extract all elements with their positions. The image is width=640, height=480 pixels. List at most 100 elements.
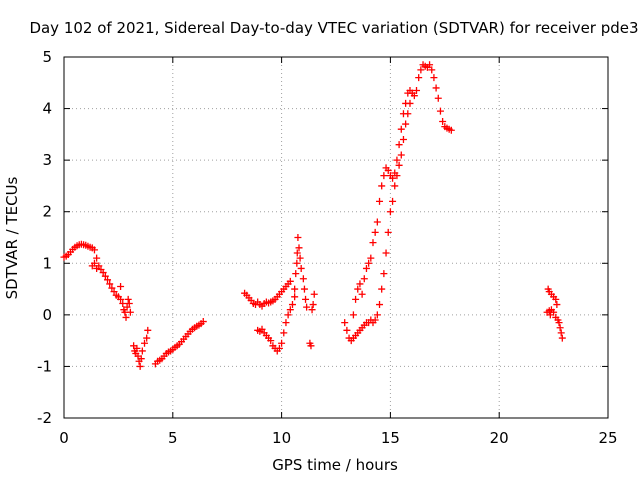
y-tick-label: 4 xyxy=(42,100,52,118)
data-point xyxy=(384,228,392,236)
data-point xyxy=(286,306,294,314)
data-point xyxy=(413,87,421,95)
data-point xyxy=(371,316,379,324)
data-point xyxy=(143,334,151,342)
data-point xyxy=(117,282,125,290)
data-point xyxy=(378,182,386,190)
data-point xyxy=(280,329,288,337)
data-point xyxy=(356,280,364,288)
data-point xyxy=(395,161,403,169)
data-point xyxy=(417,66,425,74)
data-point xyxy=(365,259,373,267)
data-point xyxy=(99,269,107,277)
data-point xyxy=(555,319,563,327)
data-point xyxy=(556,324,564,332)
data-point xyxy=(292,270,300,278)
data-point xyxy=(430,74,438,82)
data-point xyxy=(371,228,379,236)
data-point xyxy=(391,182,399,190)
x-tick-label: 15 xyxy=(381,429,400,447)
data-point xyxy=(123,303,131,311)
data-point xyxy=(291,293,299,301)
data-point xyxy=(302,295,310,303)
data-point xyxy=(124,295,132,303)
data-point xyxy=(399,110,407,118)
data-point xyxy=(389,197,397,205)
data-point xyxy=(258,325,266,333)
data-point xyxy=(397,151,405,159)
data-point xyxy=(397,125,405,133)
data-point xyxy=(362,264,370,272)
y-tick-label: 3 xyxy=(42,151,52,169)
data-point xyxy=(297,264,305,272)
data-point xyxy=(552,295,560,303)
data-point xyxy=(101,272,109,280)
data-point xyxy=(122,313,130,321)
data-point xyxy=(126,308,134,316)
data-point xyxy=(373,218,381,226)
y-tick-label: 2 xyxy=(42,203,52,221)
x-tick-label: 0 xyxy=(59,429,69,447)
data-point xyxy=(434,94,442,102)
data-point xyxy=(303,303,311,311)
y-tick-label: 0 xyxy=(42,306,52,324)
data-point xyxy=(284,311,292,319)
data-point xyxy=(117,295,125,303)
x-tick-label: 25 xyxy=(598,429,617,447)
x-tick-label: 20 xyxy=(490,429,509,447)
data-point xyxy=(395,141,403,149)
data-point xyxy=(125,300,133,308)
data-point xyxy=(293,259,301,267)
data-point xyxy=(399,136,407,144)
plot-frame xyxy=(63,56,609,419)
chart-title: Day 102 of 2021, Sidereal Day-to-day VTE… xyxy=(29,19,638,37)
grid xyxy=(64,57,608,418)
y-tick-label: 1 xyxy=(42,254,52,272)
data-point xyxy=(553,301,561,309)
data-point xyxy=(141,339,149,347)
data-point xyxy=(369,239,377,247)
data-point xyxy=(380,172,388,180)
data-point xyxy=(349,311,357,319)
data-point xyxy=(358,290,366,298)
data-point xyxy=(299,275,307,283)
data-point xyxy=(557,329,565,337)
data-point xyxy=(267,337,275,345)
data-point xyxy=(373,311,381,319)
data-point xyxy=(309,301,317,309)
data-point xyxy=(138,347,146,355)
data-point xyxy=(426,61,434,69)
data-point xyxy=(308,306,316,314)
data-point xyxy=(360,275,368,283)
data-point xyxy=(439,117,447,125)
data-point xyxy=(307,342,315,350)
data-point xyxy=(93,254,101,262)
data-point xyxy=(391,169,399,177)
data-point xyxy=(278,339,286,347)
data-point xyxy=(119,300,127,308)
data-point xyxy=(386,208,394,216)
data-point xyxy=(294,234,302,241)
data-point xyxy=(199,318,207,326)
data-point xyxy=(133,344,141,352)
data-point xyxy=(352,295,360,303)
data-point xyxy=(293,249,301,257)
x-axis-label: GPS time / hours xyxy=(272,456,398,474)
data-point xyxy=(104,276,112,284)
data-point xyxy=(550,308,558,316)
data-point xyxy=(378,285,386,293)
data-point xyxy=(300,285,308,293)
data-point xyxy=(282,319,290,327)
data-point xyxy=(415,74,423,82)
data-point xyxy=(402,99,410,107)
data-point xyxy=(137,355,145,363)
data-point xyxy=(95,262,103,270)
y-axis-label: SDTVAR / TECUs xyxy=(3,176,21,299)
data-point xyxy=(291,285,299,293)
y-tick-label: 5 xyxy=(42,48,52,66)
data-point xyxy=(436,107,444,115)
data-point xyxy=(410,92,418,100)
data-point xyxy=(90,246,98,254)
